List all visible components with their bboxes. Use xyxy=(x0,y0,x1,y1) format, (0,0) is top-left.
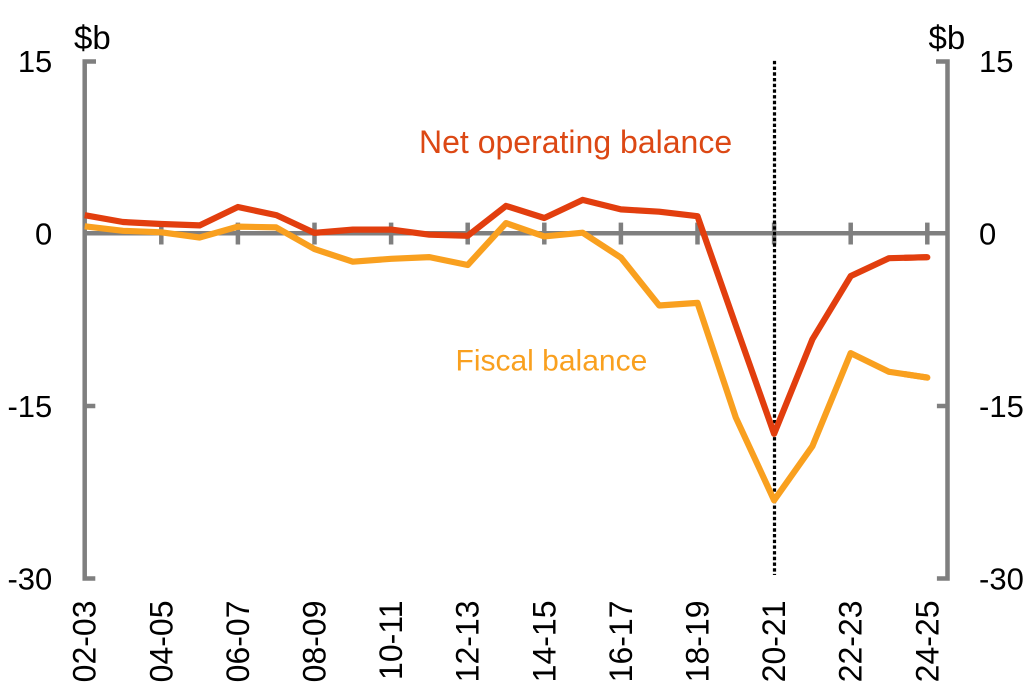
svg-text:22-23: 22-23 xyxy=(833,601,869,683)
svg-text:04-05: 04-05 xyxy=(143,601,179,683)
svg-text:15: 15 xyxy=(18,44,52,79)
svg-text:-15: -15 xyxy=(979,389,1024,424)
svg-text:-15: -15 xyxy=(7,389,52,424)
svg-text:$b: $b xyxy=(74,19,111,56)
svg-text:0: 0 xyxy=(35,217,52,252)
svg-text:14-15: 14-15 xyxy=(526,601,562,683)
svg-text:-30: -30 xyxy=(7,562,52,597)
svg-text:02-03: 02-03 xyxy=(67,601,103,683)
svg-text:06-07: 06-07 xyxy=(220,601,256,683)
svg-text:08-09: 08-09 xyxy=(297,601,333,683)
svg-text:Net operating balance: Net operating balance xyxy=(419,124,732,160)
svg-text:0: 0 xyxy=(979,217,996,252)
svg-text:20-21: 20-21 xyxy=(756,601,792,683)
svg-text:$b: $b xyxy=(929,19,966,56)
svg-text:15: 15 xyxy=(979,44,1013,79)
svg-text:-30: -30 xyxy=(979,562,1024,597)
svg-text:16-17: 16-17 xyxy=(603,601,639,683)
svg-text:18-19: 18-19 xyxy=(680,601,716,683)
svg-text:10-11: 10-11 xyxy=(373,601,409,680)
svg-text:12-13: 12-13 xyxy=(450,601,486,683)
svg-text:Fiscal balance: Fiscal balance xyxy=(456,345,648,378)
svg-text:24-25: 24-25 xyxy=(909,601,945,683)
